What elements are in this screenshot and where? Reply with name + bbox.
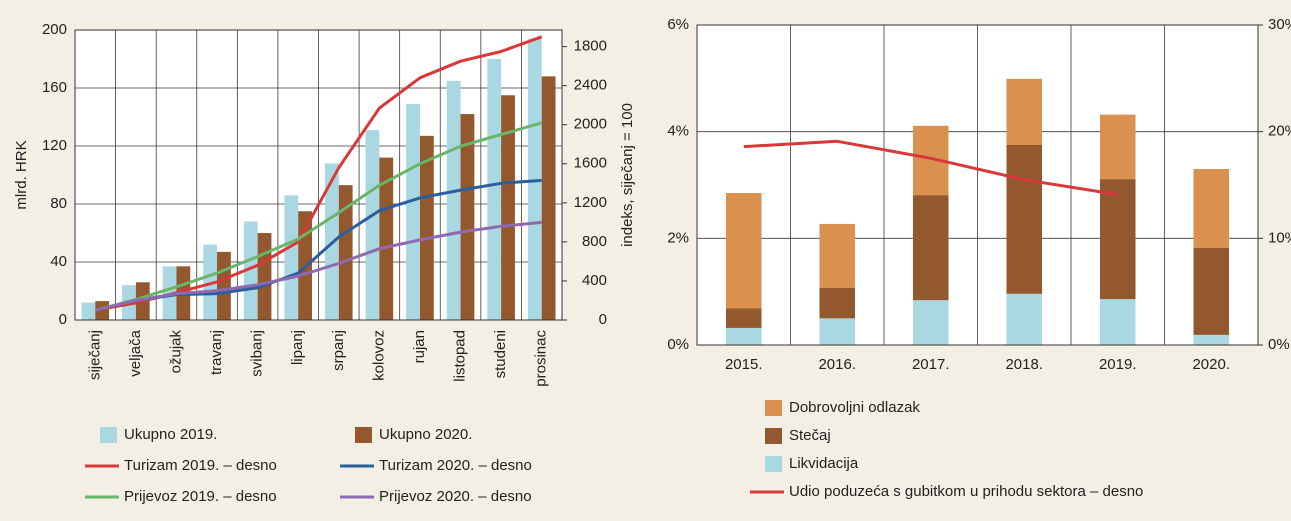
bar-segment bbox=[1099, 114, 1136, 180]
legend-label: Ukupno 2019. bbox=[124, 426, 217, 443]
y-tick-label: 6% bbox=[667, 16, 689, 33]
legend-label: Likvidacija bbox=[789, 455, 859, 472]
legend-swatch bbox=[100, 427, 117, 443]
y2-tick-label: 800 bbox=[582, 233, 607, 250]
x-tick-label: siječanj bbox=[86, 330, 103, 380]
y2-tick-label: 2000 bbox=[574, 116, 607, 133]
x-tick-label: 2015. bbox=[725, 356, 763, 373]
bar-segment bbox=[819, 287, 856, 319]
x-tick-label: prosinac bbox=[533, 330, 550, 387]
legend-label: Ukupno 2020. bbox=[379, 426, 472, 443]
bar bbox=[257, 233, 272, 320]
y2-tick-label: 0% bbox=[1268, 336, 1290, 353]
x-tick-label: travanj bbox=[208, 330, 225, 375]
bar-segment bbox=[1193, 334, 1230, 345]
bar-segment bbox=[1006, 145, 1043, 294]
y2-tick-label: 400 bbox=[582, 272, 607, 289]
x-tick-label: srpanj bbox=[330, 330, 347, 371]
y2-tick-label: 30% bbox=[1268, 16, 1291, 33]
x-tick-label: kolovoz bbox=[370, 330, 387, 381]
y2-tick-label: 1200 bbox=[574, 194, 607, 211]
legend-label: Udio poduzeća s gubitkom u prihodu sekto… bbox=[789, 483, 1143, 500]
bar-segment bbox=[912, 195, 949, 301]
x-tick-label: 2019. bbox=[1099, 356, 1137, 373]
bar bbox=[527, 38, 542, 320]
bar-segment bbox=[912, 300, 949, 345]
y-tick-label: 80 bbox=[50, 195, 67, 212]
bar-segment bbox=[1099, 179, 1136, 300]
bar-segment bbox=[819, 223, 856, 288]
bar bbox=[81, 302, 96, 320]
bar bbox=[487, 59, 502, 320]
bar bbox=[284, 195, 299, 320]
x-tick-label: rujan bbox=[411, 330, 428, 363]
y2-tick-label: 2400 bbox=[574, 77, 607, 94]
plot-border bbox=[74, 29, 563, 321]
bar-segment bbox=[819, 318, 856, 345]
bar bbox=[501, 95, 515, 320]
y2-tick-label: 0 bbox=[599, 311, 607, 328]
bar bbox=[365, 130, 380, 320]
bar-segment bbox=[1006, 293, 1043, 345]
bar bbox=[460, 114, 475, 320]
line-series bbox=[743, 139, 1119, 197]
bar bbox=[379, 157, 394, 320]
legend-label: Dobrovoljni odlazak bbox=[789, 399, 920, 416]
x-tick-label: 2016. bbox=[818, 356, 856, 373]
x-tick-label: 2018. bbox=[1005, 356, 1043, 373]
legend-label: Stečaj bbox=[789, 427, 831, 444]
y-tick-label: 40 bbox=[50, 253, 67, 270]
plot-border bbox=[696, 24, 1259, 346]
y2-tick-label: 1800 bbox=[574, 38, 607, 55]
x-tick-label: svibanj bbox=[249, 330, 266, 377]
bar bbox=[243, 221, 258, 320]
x-tick-label: veljača bbox=[127, 329, 144, 376]
bar bbox=[446, 80, 461, 320]
bar-segment bbox=[1193, 169, 1230, 248]
line-series bbox=[94, 220, 542, 312]
y-tick-label: 160 bbox=[42, 79, 67, 96]
legend-label: Prijevoz 2020. – desno bbox=[379, 488, 532, 505]
bar bbox=[95, 301, 110, 320]
bar-segment bbox=[725, 308, 762, 328]
bar-segment bbox=[725, 193, 762, 309]
y2-axis-label: indeks, siječanj = 100 bbox=[619, 103, 636, 247]
legend-swatch bbox=[765, 428, 782, 444]
y-tick-label: 120 bbox=[42, 137, 67, 154]
y-tick-label: 0% bbox=[667, 336, 689, 353]
y-tick-label: 4% bbox=[667, 123, 689, 140]
x-tick-label: ožujak bbox=[167, 330, 184, 374]
legend-swatch bbox=[765, 456, 782, 472]
bar-segment bbox=[1006, 78, 1043, 145]
y-tick-label: 200 bbox=[42, 21, 67, 38]
y-tick-label: 2% bbox=[667, 229, 689, 246]
y2-tick-label: 10% bbox=[1268, 229, 1291, 246]
y2-tick-label: 20% bbox=[1268, 123, 1291, 140]
legend-label: Prijevoz 2019. – desno bbox=[124, 488, 277, 505]
line-series bbox=[94, 121, 543, 312]
legend-swatch bbox=[765, 400, 782, 416]
bar-segment bbox=[1099, 299, 1136, 345]
legend-label: Turizam 2020. – desno bbox=[379, 457, 532, 474]
x-tick-label: 2020. bbox=[1192, 356, 1230, 373]
legend-swatch bbox=[355, 427, 372, 443]
y-tick-label: 0 bbox=[59, 311, 67, 328]
y-axis-label: mlrd. HRK bbox=[13, 140, 30, 209]
x-tick-label: listopad bbox=[452, 330, 469, 382]
x-tick-label: studeni bbox=[492, 330, 509, 378]
y2-tick-label: 1600 bbox=[574, 155, 607, 172]
bar bbox=[217, 251, 231, 320]
x-tick-label: lipanj bbox=[289, 330, 306, 365]
bar-segment bbox=[1193, 247, 1230, 335]
x-tick-label: 2017. bbox=[912, 356, 950, 373]
bar-segment bbox=[725, 327, 762, 345]
bar bbox=[419, 135, 434, 320]
legend-label: Turizam 2019. – desno bbox=[124, 457, 277, 474]
bar bbox=[541, 76, 556, 321]
bar bbox=[406, 103, 420, 320]
bar bbox=[338, 185, 353, 320]
